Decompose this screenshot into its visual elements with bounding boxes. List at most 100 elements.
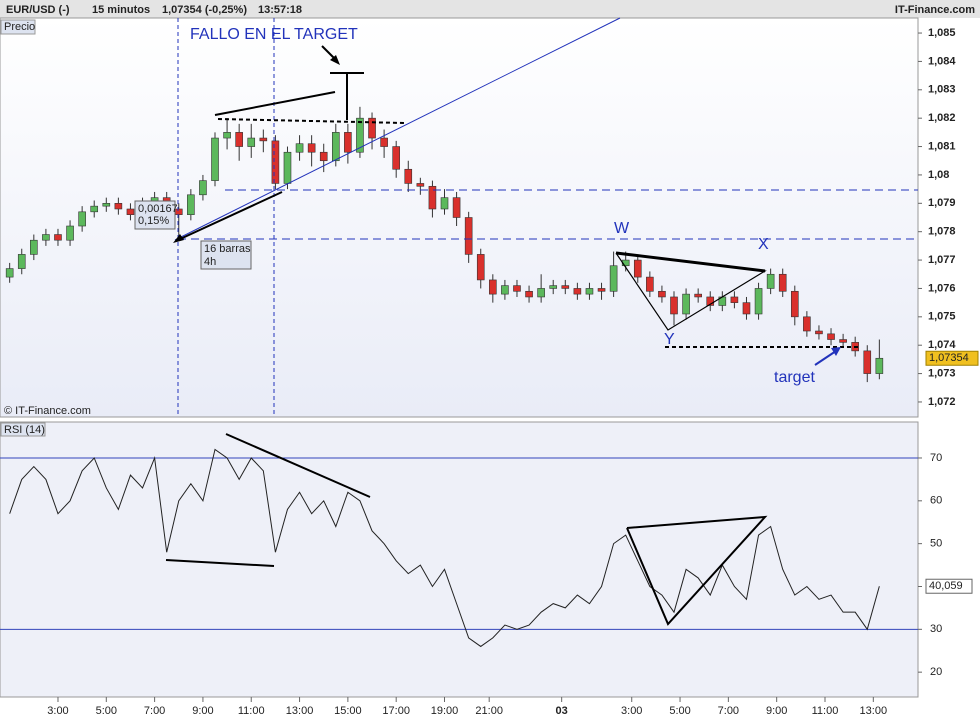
candle-body — [706, 296, 715, 306]
candle-body — [126, 208, 135, 215]
candle-body — [78, 211, 86, 227]
candle-body — [247, 137, 256, 147]
y-tick-label: 1,078 — [928, 226, 956, 238]
last-price-box — [925, 350, 979, 366]
candle-body — [489, 279, 497, 295]
candle-body — [295, 143, 304, 153]
trend-line — [174, 17, 621, 241]
y-tick-label: 20 — [930, 666, 942, 678]
x-tick-label: 5:00 — [96, 705, 117, 717]
draw-line — [225, 433, 371, 498]
copyright: © IT-Finance.com — [4, 405, 91, 417]
annotation: Y — [664, 331, 675, 348]
draw-line — [217, 118, 406, 124]
y-tick-label: 1,077 — [928, 254, 956, 266]
y-tick-label: 1,074 — [928, 339, 956, 351]
x-tick-label: 7:00 — [144, 705, 165, 717]
candle-body — [283, 151, 292, 184]
y-tick-label: 1,082 — [928, 112, 956, 124]
candle-body — [754, 288, 763, 315]
candle-body — [54, 234, 62, 241]
annotation: X — [758, 236, 769, 253]
y-tick-label: 1,075 — [928, 311, 956, 323]
candle-body — [730, 296, 739, 303]
last-price-label: 1,07354 — [929, 352, 969, 364]
candle-body — [464, 217, 473, 255]
candle-body — [380, 137, 388, 147]
brand: IT-Finance.com — [895, 4, 975, 16]
time: 13:57:18 — [258, 4, 302, 16]
candle-body — [404, 168, 413, 184]
y-tick-label: 70 — [930, 452, 942, 464]
candle-body — [356, 117, 364, 153]
y-tick-label: 1,072 — [928, 396, 956, 408]
candle-body — [199, 180, 207, 196]
y-tick-label: 1,079 — [928, 197, 956, 209]
candle-body — [259, 137, 268, 142]
panel-tag — [0, 422, 46, 437]
y-tick-label: 1,081 — [928, 140, 956, 152]
candle-body — [5, 268, 14, 278]
candle-body — [803, 316, 811, 332]
candle-body — [633, 259, 642, 278]
candle-body — [742, 302, 751, 315]
y-tick-label: 1,08 — [928, 169, 949, 181]
candle-body — [658, 290, 666, 298]
candle-body — [501, 285, 509, 295]
x-tick-label: 19:00 — [431, 705, 459, 717]
y-tick-label: 60 — [930, 495, 942, 507]
candle-body — [670, 296, 678, 315]
annotation: FALLO EN EL TARGET — [190, 26, 358, 43]
quote: 1,07354 (-0,25%) — [162, 4, 247, 16]
candle-body — [331, 132, 340, 162]
candle-body — [114, 203, 123, 210]
candle-body — [537, 288, 545, 298]
info-box — [200, 240, 252, 270]
candle-body — [827, 333, 835, 340]
x-tick-label: 13:00 — [286, 705, 314, 717]
y-tick-label: 1,085 — [928, 27, 956, 39]
x-tick-label: 13:00 — [860, 705, 888, 717]
last-rsi-box — [925, 578, 973, 594]
candle-body — [476, 254, 485, 281]
candle-body — [271, 140, 280, 184]
candle-body — [875, 357, 884, 374]
x-tick-label: 11:00 — [238, 705, 265, 717]
last-rsi-label: 40,059 — [929, 580, 963, 592]
candle-body — [90, 205, 99, 213]
candle-body — [319, 151, 328, 162]
x-tick-label: 5:00 — [669, 705, 690, 717]
draw-line — [165, 559, 275, 567]
annotation: 4h — [204, 256, 216, 268]
x-tick-label: 3:00 — [47, 705, 68, 717]
y-tick-label: 1,084 — [928, 55, 956, 67]
y-tick-label: 1,076 — [928, 282, 956, 294]
candle-body — [766, 273, 775, 289]
candle-body — [187, 194, 195, 215]
candle-body — [344, 132, 352, 153]
drawings — [165, 17, 918, 626]
symbol: EUR/USD (-) — [6, 4, 70, 16]
y-tick-label: 50 — [930, 538, 942, 550]
candle-body — [235, 132, 243, 147]
candle-body — [585, 288, 594, 295]
y-tick-label: 30 — [930, 623, 942, 635]
candle-body — [694, 293, 702, 298]
candle-body — [863, 350, 872, 374]
candle-body — [428, 185, 437, 210]
arrow-head — [831, 347, 841, 356]
info-box — [134, 200, 176, 230]
panel-tag — [0, 19, 36, 35]
candle-body — [392, 146, 400, 170]
header-bar — [0, 0, 980, 18]
candle-body — [561, 285, 570, 289]
x-tick-label: 15:00 — [334, 705, 362, 717]
pattern — [615, 251, 766, 273]
candle-body — [211, 137, 219, 181]
candle-body — [452, 197, 461, 218]
candle-body — [17, 254, 26, 269]
annotation: W — [614, 220, 630, 237]
x-tick-label: 21:00 — [475, 705, 503, 717]
candle-body — [223, 132, 231, 139]
